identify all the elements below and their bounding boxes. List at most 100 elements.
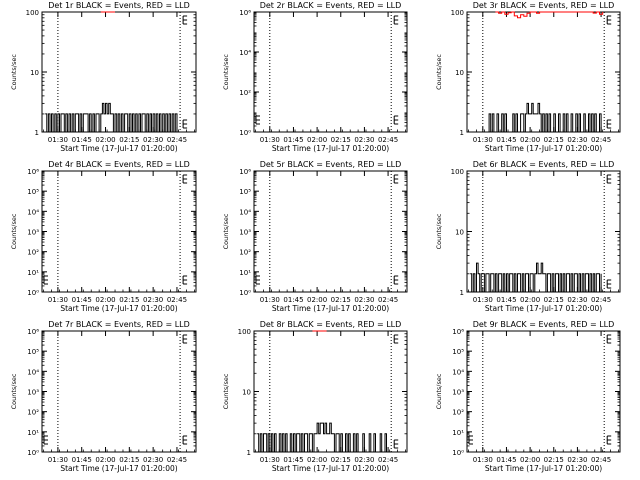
panel-title: Det 6r BLACK = Events, RED = LLD [473, 160, 615, 169]
x-tick-label: 02:00 [520, 136, 540, 144]
state-marker [393, 439, 399, 449]
y-tick-label: 100 [451, 9, 464, 17]
plot-frame [41, 330, 197, 453]
x-tick-label: 02:45 [378, 136, 398, 144]
x-tick-label: 02:00 [520, 296, 540, 304]
x-tick-label: 02:00 [95, 136, 115, 144]
x-tick-label: 02:15 [544, 296, 564, 304]
y-axis-label: Counts/sec [222, 54, 230, 90]
x-tick-label: 02:00 [95, 296, 115, 304]
x-tick-label: 02:45 [378, 456, 398, 464]
y-tick-label: 10⁴ [27, 368, 39, 376]
plot-frame [253, 11, 408, 133]
x-tick-label: 01:30 [260, 136, 280, 144]
state-marker [606, 279, 612, 289]
x-tick-label: 02:15 [544, 136, 564, 144]
x-tick-label: 02:30 [567, 456, 587, 464]
x-tick-label: 02:15 [119, 456, 139, 464]
y-tick-label: 10⁰ [27, 289, 39, 297]
x-axis-label: Start Time (17-Jul-17 01:20:00) [60, 144, 177, 153]
x-tick-label: 02:15 [119, 136, 139, 144]
y-tick-label: 10⁵ [452, 348, 464, 356]
x-tick-label: 02:45 [591, 456, 611, 464]
x-tick-label: 02:15 [331, 296, 351, 304]
y-tick-label: 10⁴ [239, 49, 251, 57]
x-tick-label: 02:45 [167, 296, 187, 304]
x-tick-label: 01:45 [283, 296, 303, 304]
x-axis-label: Start Time (17-Jul-17 01:20:00) [485, 144, 602, 153]
x-axis-label: Start Time (17-Jul-17 01:20:00) [60, 464, 177, 473]
panel-1: Det 1r BLACK = Events, RED = LLD 1 10 100 01… [10, 1, 197, 153]
x-axis-label: Start Time (17-Jul-17 01:20:00) [272, 464, 389, 473]
state-marker [393, 115, 399, 125]
x-tick-label: 02:30 [143, 456, 163, 464]
x-tick-label: 01:30 [473, 456, 493, 464]
y-tick-label: 10⁰ [239, 129, 251, 137]
y-tick-label: 10² [239, 249, 251, 257]
y-tick-label: 10⁵ [27, 188, 39, 196]
x-tick-label: 02:00 [307, 136, 327, 144]
x-tick-label: 02:00 [307, 296, 327, 304]
state-marker [43, 435, 48, 445]
y-tick-label: 10 [455, 229, 464, 237]
panel-4: Det 4r BLACK = Events, RED = LLD 10⁰ 10¹ 10… [10, 160, 197, 313]
x-tick-label: 02:15 [119, 296, 139, 304]
x-tick-label: 02:45 [167, 456, 187, 464]
plot-frame [253, 330, 408, 453]
y-tick-label: 1 [247, 449, 251, 457]
y-tick-label: 10⁰ [27, 449, 39, 457]
y-tick-label: 10⁴ [452, 368, 464, 376]
state-marker [393, 275, 399, 285]
panel-9: Det 9r BLACK = Events, RED = LLD 10⁰ 10¹ 10… [435, 320, 621, 473]
panel-title: Det 4r BLACK = Events, RED = LLD [48, 160, 190, 169]
state-marker [606, 119, 612, 129]
x-tick-label: 02:30 [143, 136, 163, 144]
state-marker [255, 275, 260, 285]
x-tick-label: 01:30 [473, 136, 493, 144]
y-tick-label: 10 [242, 389, 251, 397]
x-tick-label: 01:45 [72, 296, 92, 304]
state-marker [606, 174, 612, 184]
panel-8: Det 8r BLACK = Events, RED = LLD 1 10 100 01… [222, 320, 408, 473]
y-tick-label: 10² [239, 89, 251, 97]
y-tick-label: 10² [27, 409, 39, 417]
x-tick-label: 02:00 [95, 456, 115, 464]
y-axis-label: Counts/sec [222, 213, 230, 249]
x-tick-label: 02:30 [567, 136, 587, 144]
y-tick-label: 100 [451, 168, 464, 176]
plot-frame [253, 170, 408, 293]
x-tick-label: 02:00 [520, 456, 540, 464]
x-tick-label: 02:45 [591, 136, 611, 144]
x-tick-label: 02:45 [167, 136, 187, 144]
x-tick-label: 02:00 [307, 456, 327, 464]
x-tick-label: 01:30 [260, 296, 280, 304]
y-tick-label: 10² [27, 249, 39, 257]
y-axis-label: Counts/sec [435, 213, 443, 249]
y-tick-label: 100 [26, 9, 39, 17]
state-marker [606, 334, 612, 344]
state-marker [182, 435, 188, 445]
lld-series [495, 11, 604, 19]
panel-6: Det 6r BLACK = Events, RED = LLD 1 10 100 01… [435, 160, 621, 313]
events-series [487, 102, 602, 133]
panel-2: Det 2r BLACK = Events, RED = LLD 10⁰ 10² 10… [222, 1, 408, 153]
y-tick-label: 10³ [27, 389, 39, 397]
x-axis-label: Start Time (17-Jul-17 01:20:00) [272, 144, 389, 153]
y-tick-label: 10¹ [452, 429, 464, 437]
y-tick-label: 10 [455, 69, 464, 77]
y-tick-label: 10⁶ [239, 168, 251, 176]
x-tick-label: 02:45 [378, 296, 398, 304]
y-tick-label: 10⁰ [452, 449, 464, 457]
x-tick-label: 01:45 [283, 456, 303, 464]
y-tick-label: 10⁵ [27, 348, 39, 356]
x-tick-label: 02:30 [354, 296, 374, 304]
x-tick-label: 02:30 [143, 296, 163, 304]
state-marker [182, 119, 188, 129]
y-tick-label: 10⁵ [239, 188, 251, 196]
x-tick-label: 01:45 [72, 456, 92, 464]
x-axis-label: Start Time (17-Jul-17 01:20:00) [60, 304, 177, 313]
x-axis-label: Start Time (17-Jul-17 01:20:00) [485, 464, 602, 473]
panel-title: Det 7r BLACK = Events, RED = LLD [48, 320, 190, 329]
x-tick-label: 01:30 [260, 456, 280, 464]
state-marker [393, 334, 399, 344]
